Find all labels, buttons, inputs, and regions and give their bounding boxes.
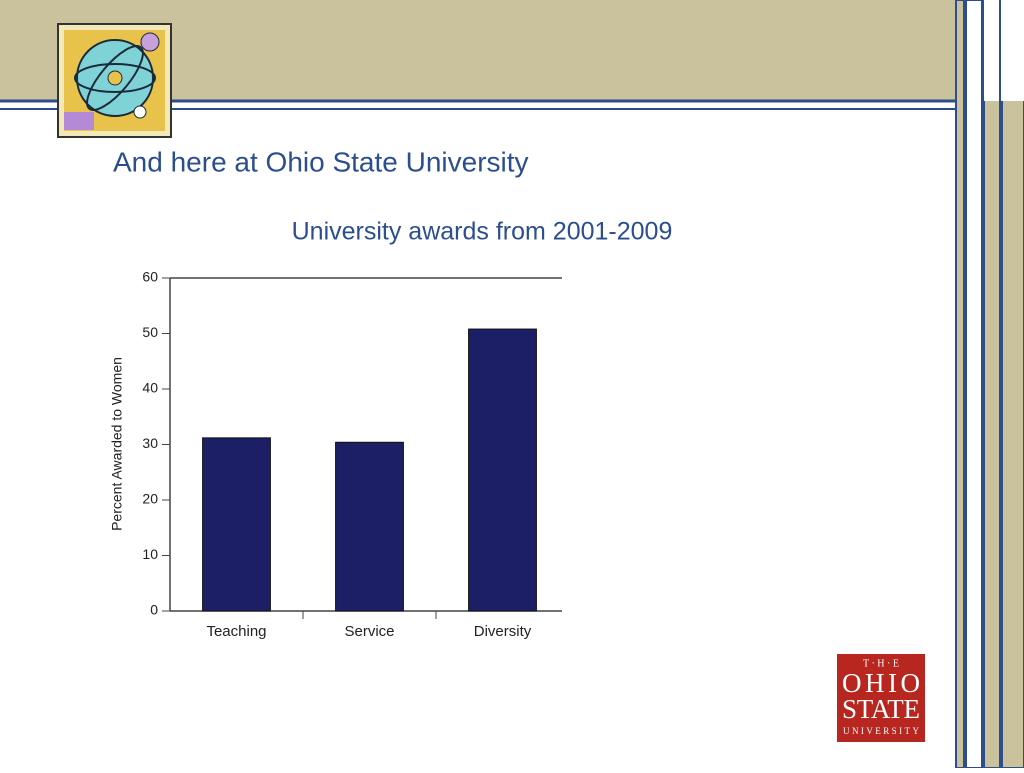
y-tick-label: 50 xyxy=(142,324,158,340)
side-stripe xyxy=(1001,0,1024,769)
bar xyxy=(335,441,404,612)
clip-art xyxy=(57,23,172,138)
y-tick-label: 60 xyxy=(142,269,158,285)
corner xyxy=(984,0,1024,101)
slide-title: And here at Ohio State University xyxy=(113,146,529,177)
osu-logo: T · H · E OHIO STATE UNIVERSITY xyxy=(837,654,925,742)
bar xyxy=(468,328,537,612)
side-stripe xyxy=(965,0,983,769)
y-tick-label: 40 xyxy=(142,380,158,396)
y-tick-label: 10 xyxy=(142,546,158,562)
side-stripe xyxy=(955,0,965,769)
bar xyxy=(202,437,271,612)
x-tick-label: Diversity xyxy=(474,623,532,640)
chart-title: University awards from 2001-2009 xyxy=(292,218,673,246)
x-tick-label: Teaching xyxy=(206,623,266,640)
x-tick-label: Service xyxy=(344,623,394,640)
y-tick-label: 20 xyxy=(142,491,158,507)
side-stripe xyxy=(983,0,1001,769)
logo-text: OHIO xyxy=(842,668,920,698)
y-axis-label: Percent Awarded to Women xyxy=(109,357,125,531)
logo-box xyxy=(837,654,925,742)
y-tick-label: 0 xyxy=(150,602,158,618)
y-tick-label: 30 xyxy=(142,435,158,451)
logo-text: STATE xyxy=(842,694,920,724)
logo-text: T · H · E xyxy=(863,658,899,669)
